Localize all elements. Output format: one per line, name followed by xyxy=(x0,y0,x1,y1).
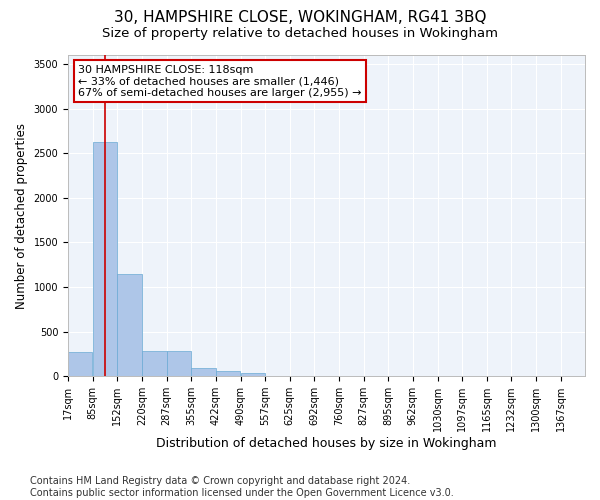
Bar xyxy=(142,351,167,376)
Bar xyxy=(191,368,216,376)
Text: 30, HAMPSHIRE CLOSE, WOKINGHAM, RG41 3BQ: 30, HAMPSHIRE CLOSE, WOKINGHAM, RG41 3BQ xyxy=(114,10,486,25)
Bar xyxy=(216,372,240,376)
Bar xyxy=(68,352,92,376)
Text: Size of property relative to detached houses in Wokingham: Size of property relative to detached ho… xyxy=(102,28,498,40)
Bar xyxy=(93,142,117,376)
Text: Contains HM Land Registry data © Crown copyright and database right 2024.
Contai: Contains HM Land Registry data © Crown c… xyxy=(30,476,454,498)
Bar xyxy=(167,351,191,376)
Bar xyxy=(241,373,265,376)
Y-axis label: Number of detached properties: Number of detached properties xyxy=(15,122,28,308)
Text: 30 HAMPSHIRE CLOSE: 118sqm
← 33% of detached houses are smaller (1,446)
67% of s: 30 HAMPSHIRE CLOSE: 118sqm ← 33% of deta… xyxy=(79,64,362,98)
X-axis label: Distribution of detached houses by size in Wokingham: Distribution of detached houses by size … xyxy=(156,437,497,450)
Bar xyxy=(117,274,142,376)
